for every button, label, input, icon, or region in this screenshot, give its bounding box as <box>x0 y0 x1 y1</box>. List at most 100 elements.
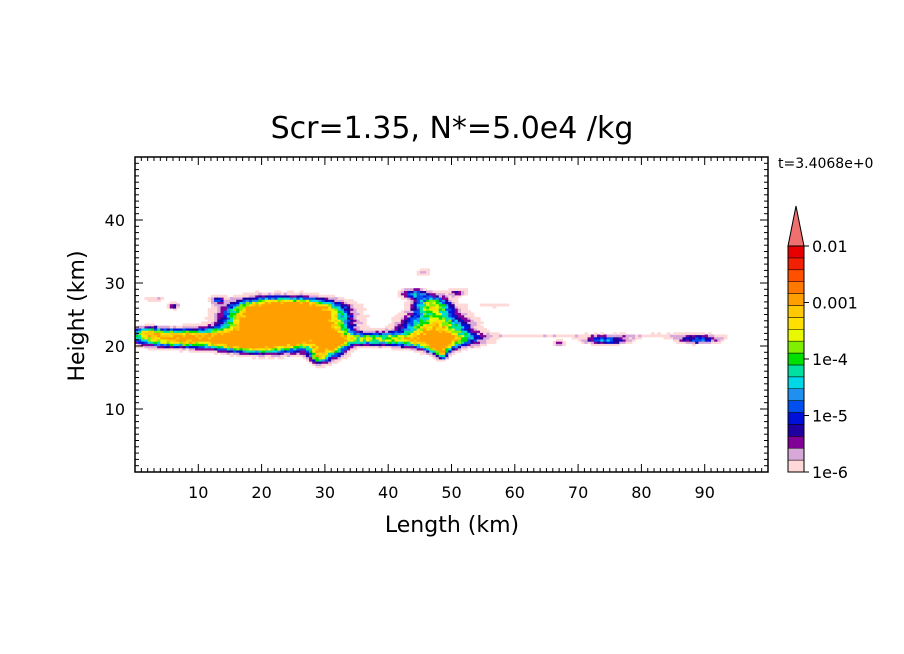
cloud-cell <box>239 349 244 353</box>
cloud-cell <box>464 308 468 311</box>
cloud-cell <box>315 338 320 342</box>
cloud-cell <box>461 343 465 347</box>
cloud-cell <box>182 323 187 327</box>
cloud-cell <box>141 336 146 340</box>
cloud-cell <box>226 321 231 325</box>
cloud-cell <box>410 347 415 351</box>
cloud-cell <box>334 345 339 349</box>
cloud-cell <box>416 312 421 316</box>
cloud-cell <box>318 303 323 307</box>
cloud-cell <box>552 341 557 344</box>
cloud-cell <box>233 312 237 316</box>
cloud-cell <box>242 325 247 329</box>
cloud-cell <box>423 332 427 336</box>
cloud-cell <box>321 305 326 309</box>
cloud-cell <box>302 330 307 333</box>
cloud-cell <box>312 314 316 318</box>
cloud-cell <box>166 305 171 309</box>
cloud-cell <box>154 330 158 333</box>
cloud-cell <box>442 297 446 300</box>
cloud-cell <box>340 297 345 300</box>
cloud-cell <box>518 334 522 338</box>
cloud-cell <box>423 294 427 298</box>
cloud-cell <box>445 321 449 325</box>
cloud-cell <box>271 341 275 344</box>
cloud-cell <box>448 323 453 327</box>
cloud-cell <box>480 321 484 325</box>
cloud-cell <box>413 334 418 338</box>
cloud-cell <box>438 321 443 325</box>
cloud-cell <box>480 303 484 307</box>
cloud-cell <box>324 338 329 342</box>
cloud-cell <box>413 338 418 342</box>
cloud-cell <box>692 332 696 336</box>
cloud-cell <box>385 336 389 340</box>
cloud-cell <box>293 323 298 327</box>
cloud-cell <box>388 327 392 331</box>
cloud-cell <box>426 297 430 300</box>
cloud-cell <box>280 323 285 327</box>
cloud-cell <box>343 310 348 313</box>
cloud-cell <box>239 310 244 313</box>
cloud-cell <box>264 332 269 336</box>
cloud-cell <box>252 301 256 305</box>
cloud-cell <box>381 341 386 344</box>
cloud-cell <box>353 316 358 320</box>
cloud-cell <box>160 345 165 349</box>
cloud-cell <box>198 343 203 347</box>
cloud-cell <box>302 321 307 325</box>
cloud-cell <box>407 347 411 351</box>
cloud-cell <box>464 330 468 333</box>
cloud-cell <box>350 312 354 316</box>
cloud-cell <box>283 312 288 316</box>
cloud-cell <box>160 336 165 340</box>
cloud-cell <box>340 334 345 338</box>
cloud-cell <box>261 330 266 333</box>
cloud-cell <box>407 305 411 309</box>
cloud-cell <box>258 310 263 313</box>
cloud-cell <box>280 314 285 318</box>
cloud-cell <box>423 319 427 322</box>
cloud-cell <box>207 330 212 333</box>
cloud-cell <box>233 294 237 298</box>
cloud-cell <box>242 316 247 320</box>
cloud-cell <box>242 310 247 313</box>
cloud-cell <box>229 325 234 329</box>
cloud-cell <box>267 338 272 342</box>
cloud-cell <box>173 341 177 344</box>
cloud-cell <box>229 305 234 309</box>
cloud-cell <box>296 336 301 340</box>
cloud-cell <box>464 336 468 340</box>
colorbar-swatch <box>787 317 805 330</box>
cloud-cell <box>324 347 329 351</box>
cloud-cell <box>226 308 231 311</box>
cloud-cell <box>239 303 244 307</box>
cloud-cell <box>419 341 424 344</box>
cloud-cell <box>211 330 215 333</box>
cloud-cell <box>226 341 231 344</box>
cloud-cell <box>350 323 354 327</box>
cloud-cell <box>407 325 411 329</box>
cloud-cell <box>274 321 279 325</box>
cloud-cell <box>435 334 440 338</box>
cloud-cell <box>255 349 260 353</box>
cloud-cell <box>312 323 316 327</box>
cloud-cell <box>290 338 294 342</box>
cloud-cell <box>486 330 491 333</box>
cloud-cell <box>277 319 282 322</box>
cloud-cell <box>255 323 260 327</box>
cloud-cell <box>343 312 348 316</box>
cloud-cell <box>302 352 307 355</box>
cloud-cell <box>470 336 475 340</box>
cloud-cell <box>419 314 424 318</box>
cloud-cell <box>135 338 139 342</box>
cloud-cell <box>438 354 443 358</box>
cloud-cell <box>337 334 342 338</box>
cloud-cell <box>229 303 234 307</box>
cloud-cell <box>204 330 209 333</box>
cloud-cell <box>457 321 462 325</box>
cloud-cell <box>315 363 320 366</box>
cloud-cell <box>242 338 247 342</box>
cloud-cell <box>305 341 310 344</box>
cloud-cell <box>258 312 263 316</box>
